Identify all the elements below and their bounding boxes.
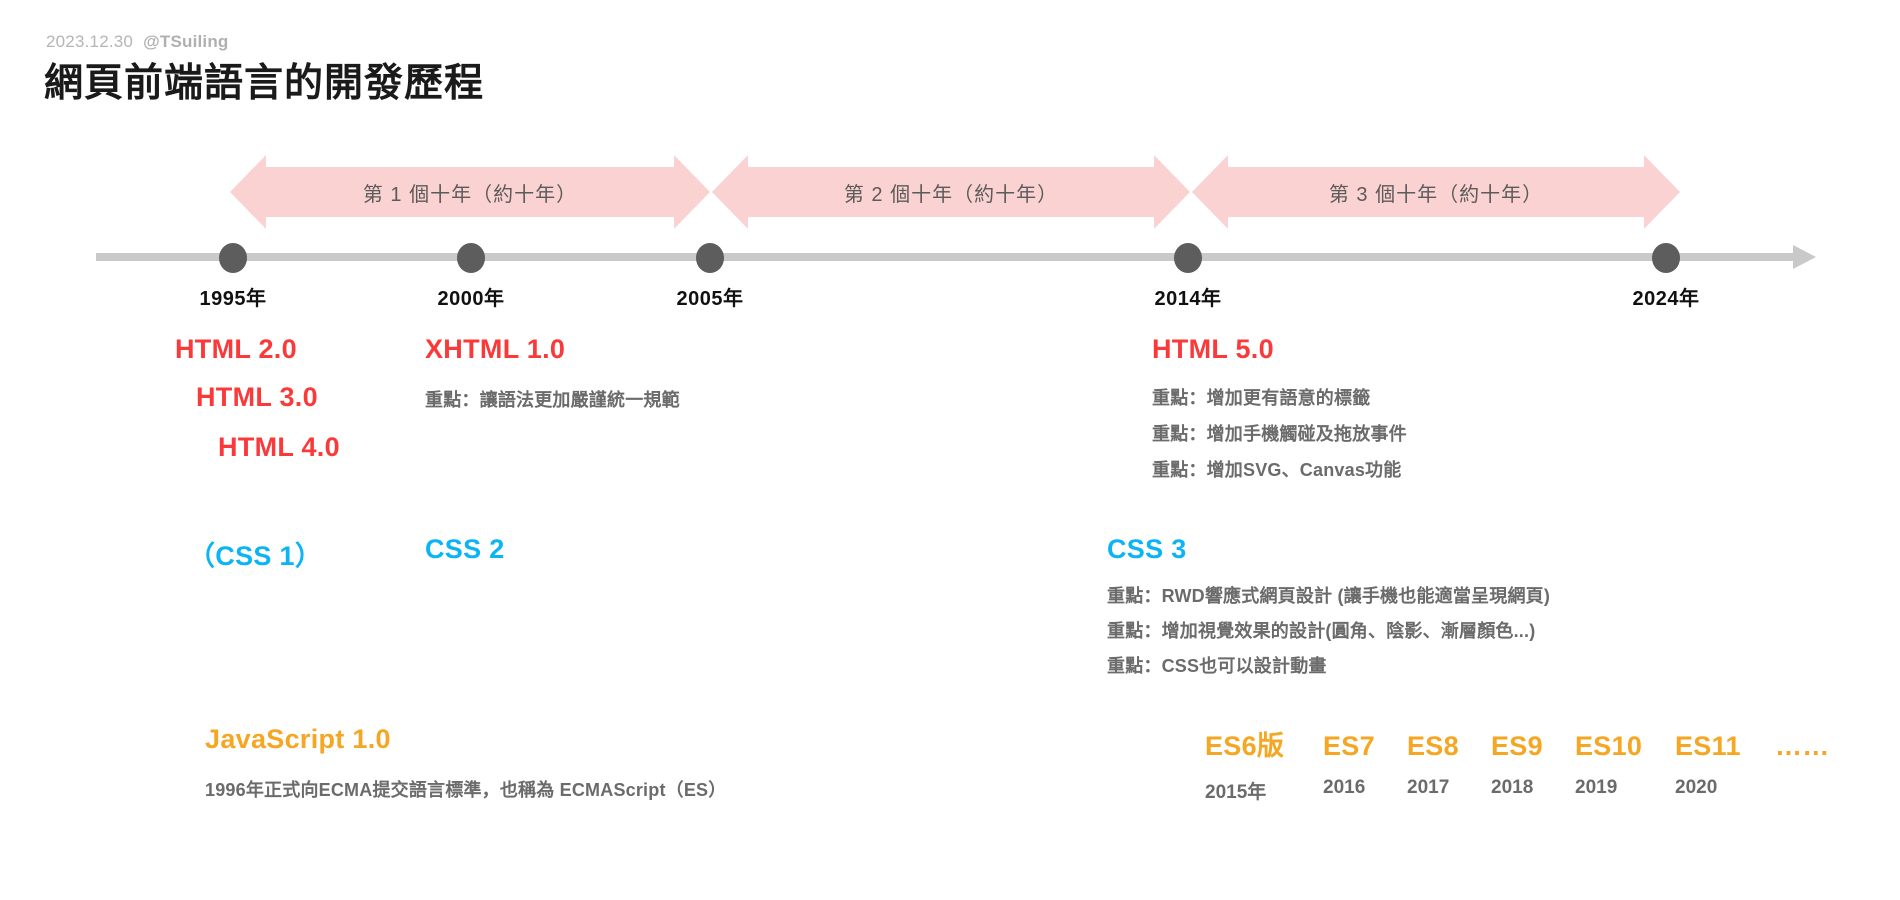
es-version-name: …… [1775, 731, 1830, 761]
page-title: 網頁前端語言的開發歷程 [44, 62, 485, 105]
xhtml-title: XHTML 1.0 [425, 334, 566, 364]
timeline-dot [1174, 243, 1202, 273]
es-version-name: ES8 [1407, 731, 1459, 761]
xhtml-note: 重點：讓語法更加嚴謹統一規範 [425, 390, 680, 410]
arrow-right-icon [1644, 155, 1680, 229]
timeline-dot [457, 243, 485, 273]
timeline-dot [696, 243, 724, 273]
timeline-year-label: 2005年 [676, 288, 744, 310]
timeline-dot [1652, 243, 1680, 273]
es-version-year: 2019 [1575, 777, 1618, 798]
es-version-name: ES11 [1675, 731, 1741, 761]
es-version-year: 2016 [1323, 777, 1366, 798]
arrow-left-icon [1192, 155, 1228, 229]
html5-note: 重點：增加更有語意的標籤 [1152, 388, 1371, 408]
html5-note: 重點：增加SVG、Canvas功能 [1152, 460, 1402, 480]
es-version-name: ES10 [1575, 731, 1643, 761]
es-version-name: ES6版 [1205, 731, 1285, 761]
timeline-year-label: 2014年 [1154, 288, 1222, 310]
decade-arrow-label: 第 3 個十年（約十年） [1328, 183, 1544, 206]
timeline-axis-arrow-icon [1793, 245, 1816, 269]
timeline-axis [96, 253, 1796, 261]
css2-label: CSS 2 [425, 534, 505, 564]
css3-title: CSS 3 [1107, 534, 1187, 564]
timeline-year-label: 2000年 [437, 288, 505, 310]
es-year-row: 2015年 2016 2017 2018 2019 2020 [1205, 777, 1830, 804]
byline-handle: @TSuiling [143, 32, 229, 51]
javascript-title: JavaScript 1.0 [205, 724, 391, 754]
html-version-label: HTML 2.0 [175, 334, 297, 364]
html-version-label: HTML 4.0 [218, 432, 340, 462]
es-version-year: 2018 [1491, 777, 1534, 798]
css1-label: （CSS 1） [188, 541, 323, 571]
css3-note: 重點：CSS也可以設計動畫 [1107, 656, 1327, 676]
arrow-left-icon [230, 155, 266, 229]
es-version-group: ES6版 ES7 ES8 ES9 ES10 ES11…… 2015年 2016 2017 201… [1205, 724, 1830, 804]
decade-arrow: 第 2 個十年（約十年） [748, 167, 1154, 217]
es-version-year: 2017 [1407, 777, 1450, 798]
css3-note-list: 重點：RWD響應式網頁設計 (讓手機也能適當呈現網頁) 重點：增加視覺效果的設計(… [1107, 582, 1550, 687]
css3-note: 重點：RWD響應式網頁設計 (讓手機也能適當呈現網頁) [1107, 586, 1551, 606]
es-version-year: 2015年 [1205, 782, 1267, 803]
decade-arrow: 第 1 個十年（約十年） [266, 167, 674, 217]
byline-date: 2023.12.30 [46, 32, 134, 51]
es-version-name: ES7 [1323, 731, 1375, 761]
es-version-name: ES9 [1491, 731, 1543, 761]
decade-arrow-label: 第 2 個十年（約十年） [843, 183, 1059, 206]
timeline-year-label: 2024年 [1632, 288, 1700, 310]
html5-note: 重點：增加手機觸碰及拖放事件 [1152, 424, 1407, 444]
html-version-label: HTML 3.0 [196, 382, 318, 412]
javascript-note: 1996年正式向ECMA提交語言標準，也稱為 ECMAScript（ES） [205, 780, 727, 800]
byline: 2023.12.30 @TSuiling [46, 32, 229, 52]
es-name-row: ES6版 ES7 ES8 ES9 ES10 ES11 …… [1205, 724, 1830, 763]
decade-arrow: 第 3 個十年（約十年） [1228, 167, 1644, 217]
timeline-year-label: 1995年 [199, 288, 267, 310]
html5-title: HTML 5.0 [1152, 334, 1274, 364]
arrow-right-icon [1154, 155, 1190, 229]
decade-arrow-label: 第 1 個十年（約十年） [362, 183, 578, 206]
html5-note-list: 重點：增加更有語意的標籤重點：增加手機觸碰及拖放事件 重點：增加SVG、Canva… [1152, 384, 1407, 492]
es-version-year: 2020 [1675, 777, 1718, 798]
arrow-right-icon [674, 155, 710, 229]
arrow-left-icon [712, 155, 748, 229]
css3-note: 重點：增加視覺效果的設計(圓角、陰影、漸層顏色...) [1107, 621, 1536, 641]
timeline-dot [219, 243, 247, 273]
